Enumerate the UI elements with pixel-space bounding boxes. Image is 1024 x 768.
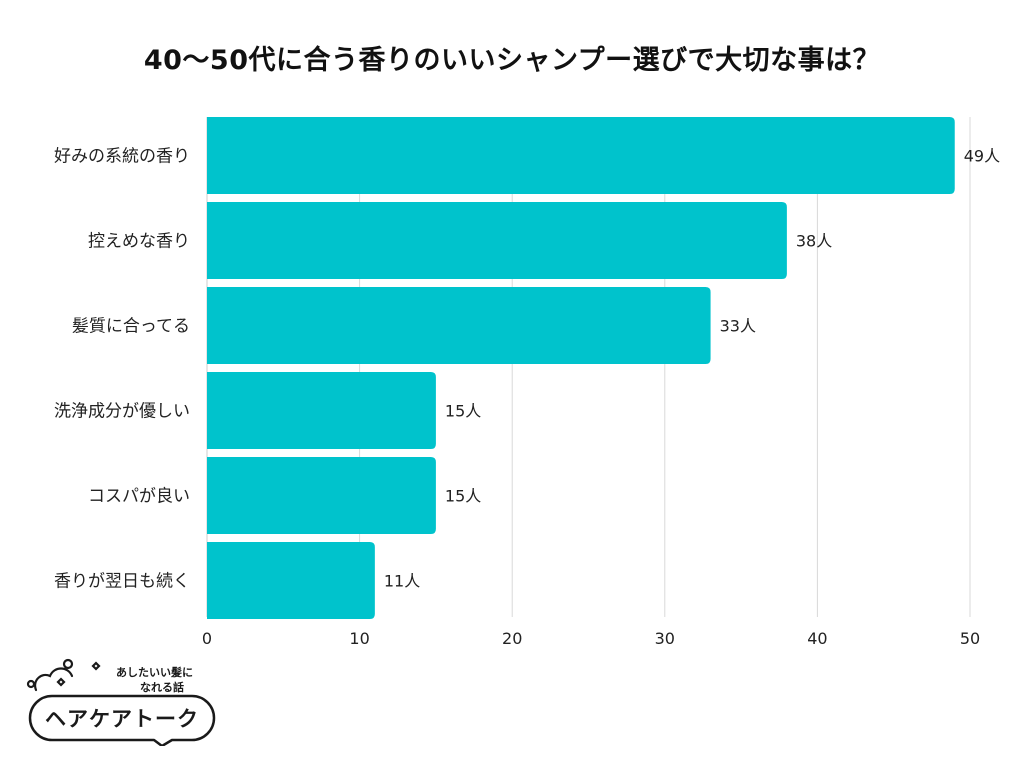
x-tick-label-1: 10: [349, 629, 369, 648]
logo-tagline-line1: あしたいい髪に: [116, 665, 193, 679]
bar-5: [207, 542, 375, 619]
chart-title: 40〜50代に合う香りのいいシャンプー選びで大切な事は？: [143, 45, 881, 76]
bar-1: [207, 202, 787, 279]
category-label-3: 洗浄成分が優しい: [54, 402, 190, 422]
x-tick-label-5: 50: [960, 629, 980, 648]
logo-name: ヘアケアトーク: [45, 707, 199, 731]
cloud-icon: [26, 658, 101, 692]
value-label-0: 49人: [964, 147, 1000, 166]
category-label-1: 控えめな香り: [88, 232, 190, 252]
bars: [207, 117, 955, 619]
value-label-2: 33人: [720, 317, 756, 336]
bar-3: [207, 372, 436, 449]
brand-logo: あしたいい髪に なれる話 ヘアケアトーク: [26, 658, 216, 746]
value-label-4: 15人: [445, 487, 481, 506]
category-label-2: 髪質に合ってる: [72, 317, 190, 337]
category-label-5: 香りが翌日も続く: [54, 572, 190, 592]
value-label-3: 15人: [445, 402, 481, 421]
bar-0: [207, 117, 955, 194]
value-label-5: 11人: [384, 572, 420, 591]
x-tick-label-2: 20: [502, 629, 522, 648]
x-tick-label-3: 30: [655, 629, 675, 648]
grid-lines: [206, 117, 971, 617]
speech-bubble-icon: [28, 694, 216, 746]
category-label-4: コスパが良い: [88, 487, 190, 507]
bar-2: [207, 287, 711, 364]
category-labels: 好みの系統の香り控えめな香り髪質に合ってる洗浄成分が優しいコスパが良い香りが翌日…: [54, 147, 190, 592]
x-axis-ticks: 0 10 20 30 40 50: [202, 629, 980, 648]
logo-tagline-line2: なれる話: [140, 680, 184, 694]
value-labels: 49人 38人 33人 15人 15人 11人: [384, 147, 1000, 591]
category-label-0: 好みの系統の香り: [54, 147, 190, 167]
bar-chart: 好みの系統の香り控えめな香り髪質に合ってる洗浄成分が優しいコスパが良い香りが翌日…: [54, 117, 1000, 648]
value-label-1: 38人: [796, 232, 832, 251]
x-tick-label-4: 40: [807, 629, 827, 648]
x-tick-label-0: 0: [202, 629, 212, 648]
bar-4: [207, 457, 436, 534]
